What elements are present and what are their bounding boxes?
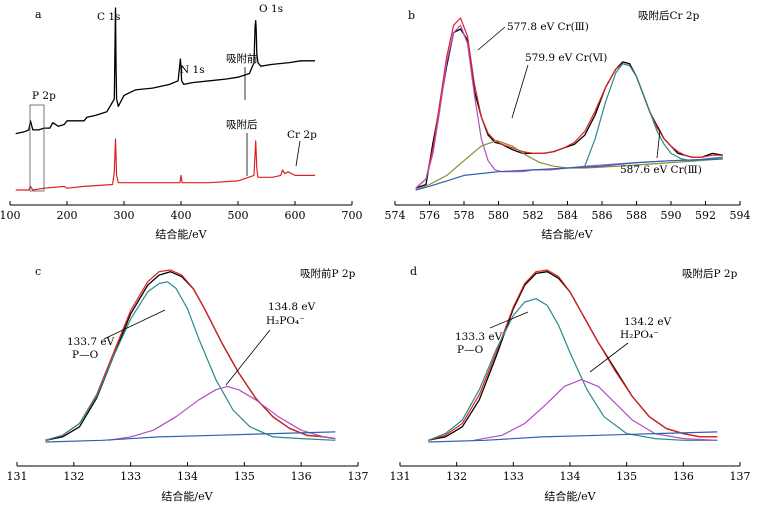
peak-label-n1s: N 1s <box>180 64 205 76</box>
annotation-arrow <box>589 342 629 373</box>
series-line <box>415 140 723 191</box>
series-line <box>45 431 336 443</box>
series-group <box>428 269 718 443</box>
annotation-after: 吸附后 <box>226 118 258 131</box>
panel-title: 吸附后Cr 2p <box>638 9 700 22</box>
x-tick-label: 132 <box>446 470 467 483</box>
series-line <box>584 63 723 167</box>
x-tick-label: 132 <box>63 470 84 483</box>
x-axis-label: 结合能/eV <box>155 227 207 241</box>
annotation-arrow <box>656 129 661 159</box>
x-tick-label: 700 <box>342 209 363 222</box>
x-tick-label: 134 <box>560 470 581 483</box>
annotation-arrow <box>295 140 301 167</box>
series-line <box>473 379 718 441</box>
x-tick-label: 574 <box>385 209 406 222</box>
x-tick-label: 136 <box>291 470 312 483</box>
panel-b: b 吸附后Cr 2p 574 576 578 580 582 584 586 588 590 59… <box>385 9 751 241</box>
annotation-peak1-energy: 133.3 eV <box>455 331 503 343</box>
annotation-peak1-bond: P—O <box>457 344 484 356</box>
x-tick-label: 135 <box>234 470 255 483</box>
annotation-peak2-species: H₂PO₄⁻ <box>620 329 659 341</box>
peak-label-c1s: C 1s <box>97 11 120 23</box>
series-line <box>45 281 336 441</box>
x-tick-label: 582 <box>523 209 544 222</box>
annotation-arrow <box>225 329 271 386</box>
annotation-peak2: 579.9 eV Cr(Ⅵ) <box>525 52 607 64</box>
x-tick-label: 133 <box>120 470 141 483</box>
annotation-before: 吸附前 <box>226 52 258 65</box>
series-line <box>415 158 723 191</box>
series-group <box>15 7 315 191</box>
x-tick-label: 592 <box>695 209 716 222</box>
x-tick-label: 136 <box>673 470 694 483</box>
panel-letter: b <box>408 9 415 22</box>
panel-a: a 100 200 300 400 500 600 700 P 2p C 1s N 1s O… <box>0 3 363 241</box>
series-line <box>15 7 315 135</box>
x-ticks: 574 576 578 580 582 584 586 588 590 592 594 <box>385 201 751 222</box>
series-line <box>428 298 718 441</box>
panel-letter: d <box>410 265 417 278</box>
series-line <box>428 269 718 441</box>
x-tick-label: 586 <box>592 209 613 222</box>
series-group <box>415 17 723 191</box>
annotation-peak1-bond: P—O <box>72 349 99 361</box>
series-line <box>45 269 336 441</box>
annotation-arrow <box>511 64 529 119</box>
annotation-arrow <box>103 309 166 340</box>
panel-c: c 吸附前P 2p 131 132 133 134 135 136 137 133.7 eV… <box>7 265 369 503</box>
x-axis-label: 结合能/eV <box>161 489 213 503</box>
x-tick-label: 137 <box>348 470 369 483</box>
annotation-arrow <box>489 311 529 329</box>
series-line <box>415 17 723 189</box>
series-line <box>428 431 718 443</box>
annotation-arrow <box>477 26 506 51</box>
panel-letter: c <box>35 265 41 278</box>
x-tick-label: 500 <box>228 209 249 222</box>
peak-label-p2p: P 2p <box>32 90 56 102</box>
x-axis-label: 结合能/eV <box>541 227 593 241</box>
x-tick-label: 590 <box>661 209 682 222</box>
x-tick-label: 100 <box>0 209 21 222</box>
annotation-peak1: 577.8 eV Cr(Ⅲ) <box>507 21 589 33</box>
peak-label-cr2p: Cr 2p <box>287 129 317 141</box>
panel-title: 吸附后P 2p <box>682 267 738 280</box>
panel-d: d 吸附后P 2p 131 132 133 134 135 136 137 133.3 eV… <box>390 265 751 503</box>
x-tick-label: 400 <box>171 209 192 222</box>
x-tick-label: 594 <box>730 209 751 222</box>
x-tick-label: 134 <box>177 470 198 483</box>
panel-letter: a <box>35 8 42 21</box>
annotation-peak2-species: H₂PO₄⁻ <box>266 315 305 327</box>
peak-label-o1s: O 1s <box>259 3 283 15</box>
x-tick-label: 131 <box>7 470 28 483</box>
x-ticks: 131 132 133 134 135 136 137 <box>390 462 751 483</box>
x-ticks: 131 132 133 134 135 136 137 <box>7 462 369 483</box>
x-tick-label: 576 <box>419 209 440 222</box>
x-tick-label: 131 <box>390 470 411 483</box>
annotation-peak2-energy: 134.2 eV <box>624 316 672 328</box>
x-tick-label: 580 <box>488 209 509 222</box>
x-tick-label: 600 <box>285 209 306 222</box>
p2p-highlight-box <box>29 104 45 192</box>
series-group <box>45 269 336 443</box>
x-tick-label: 300 <box>114 209 135 222</box>
annotation-peak1-energy: 133.7 eV <box>67 336 115 348</box>
x-tick-label: 578 <box>454 209 475 222</box>
x-tick-label: 135 <box>616 470 637 483</box>
x-tick-label: 584 <box>557 209 578 222</box>
series-line <box>107 385 336 441</box>
x-tick-label: 137 <box>730 470 751 483</box>
x-axis-label: 结合能/eV <box>544 489 596 503</box>
x-tick-label: 588 <box>626 209 647 222</box>
x-tick-label: 200 <box>57 209 78 222</box>
annotation-peak3: 587.6 eV Cr(Ⅲ) <box>620 164 702 176</box>
series-line <box>15 138 315 191</box>
panel-title: 吸附前P 2p <box>300 267 356 280</box>
x-ticks: 100 200 300 400 500 600 700 <box>0 201 363 222</box>
x-tick-label: 133 <box>503 470 524 483</box>
annotation-peak2-energy: 134.8 eV <box>268 301 316 313</box>
